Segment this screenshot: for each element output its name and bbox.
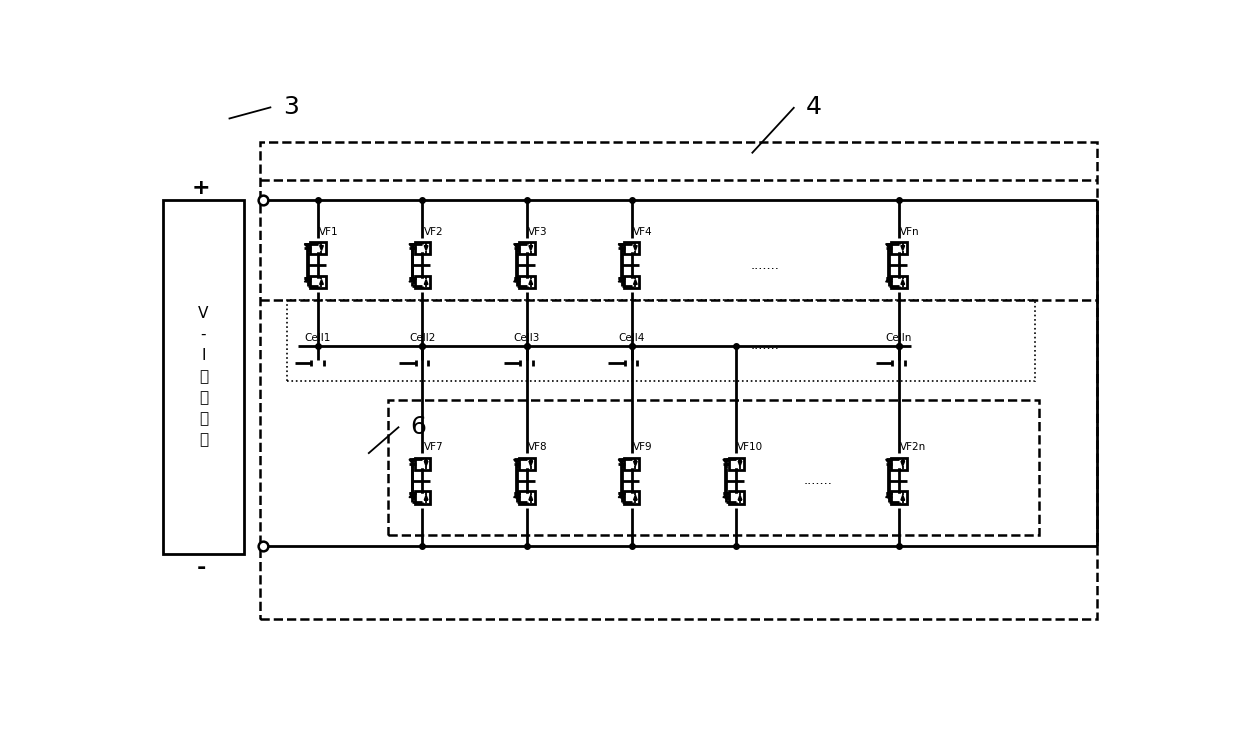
Polygon shape <box>885 244 893 248</box>
Bar <box>892 491 906 504</box>
Polygon shape <box>409 278 415 282</box>
Bar <box>414 491 430 504</box>
Polygon shape <box>513 244 521 248</box>
Bar <box>729 457 744 470</box>
Bar <box>624 491 640 504</box>
Bar <box>286 299 1034 381</box>
Text: VFn: VFn <box>900 227 920 236</box>
Bar <box>624 276 640 288</box>
Polygon shape <box>424 495 428 500</box>
Polygon shape <box>619 493 625 497</box>
Bar <box>892 276 906 288</box>
Polygon shape <box>901 461 905 466</box>
Text: 4: 4 <box>806 95 822 119</box>
Bar <box>892 242 906 254</box>
Bar <box>162 200 244 554</box>
Text: VF3: VF3 <box>528 227 548 236</box>
Polygon shape <box>634 279 637 285</box>
Polygon shape <box>409 493 415 497</box>
Polygon shape <box>901 245 905 251</box>
Bar <box>729 491 744 504</box>
Polygon shape <box>304 278 311 282</box>
Polygon shape <box>634 495 637 500</box>
Text: 6: 6 <box>410 415 427 439</box>
Polygon shape <box>424 279 428 285</box>
Bar <box>414 276 430 288</box>
Text: VF7: VF7 <box>424 442 443 452</box>
Text: .......: ....... <box>804 474 832 487</box>
Text: VF4: VF4 <box>632 227 652 236</box>
Bar <box>310 276 325 288</box>
Text: .......: ....... <box>751 339 780 353</box>
Bar <box>520 491 534 504</box>
Polygon shape <box>901 279 905 285</box>
Bar <box>624 457 640 470</box>
Polygon shape <box>885 493 893 497</box>
Polygon shape <box>723 493 729 497</box>
Polygon shape <box>738 461 742 466</box>
Polygon shape <box>513 278 521 282</box>
Polygon shape <box>885 278 893 282</box>
Bar <box>414 457 430 470</box>
Polygon shape <box>619 460 625 464</box>
Text: -: - <box>196 558 206 578</box>
Text: .......: ....... <box>751 259 780 271</box>
Text: Cell1: Cell1 <box>305 333 331 343</box>
Polygon shape <box>409 244 415 248</box>
Bar <box>387 400 1039 534</box>
Polygon shape <box>634 461 637 466</box>
Polygon shape <box>320 279 324 285</box>
Text: VF8: VF8 <box>528 442 548 452</box>
Bar <box>520 457 534 470</box>
Polygon shape <box>529 279 532 285</box>
Polygon shape <box>529 495 532 500</box>
Bar <box>414 242 430 254</box>
Text: VF9: VF9 <box>632 442 652 452</box>
Bar <box>520 242 534 254</box>
Text: VF1: VF1 <box>319 227 339 236</box>
Polygon shape <box>723 460 729 464</box>
Polygon shape <box>320 245 324 251</box>
Text: VF2n: VF2n <box>900 442 926 452</box>
Polygon shape <box>901 495 905 500</box>
Text: Cell3: Cell3 <box>513 333 541 343</box>
Bar <box>310 242 325 254</box>
Polygon shape <box>738 495 742 500</box>
Polygon shape <box>529 245 532 251</box>
Text: +: + <box>192 178 211 198</box>
Polygon shape <box>529 461 532 466</box>
Polygon shape <box>424 461 428 466</box>
Text: Cell2: Cell2 <box>409 333 435 343</box>
Polygon shape <box>304 244 311 248</box>
Text: V
-
I
转
换
电
路: V - I 转 换 电 路 <box>198 306 208 447</box>
Text: VF10: VF10 <box>738 442 764 452</box>
Polygon shape <box>885 460 893 464</box>
Polygon shape <box>634 245 637 251</box>
Bar <box>892 457 906 470</box>
Polygon shape <box>619 278 625 282</box>
Polygon shape <box>619 244 625 248</box>
Text: Celln: Celln <box>885 333 913 343</box>
Polygon shape <box>424 245 428 251</box>
Polygon shape <box>513 460 521 464</box>
Bar <box>259 142 1096 619</box>
Bar <box>624 242 640 254</box>
Text: Cell4: Cell4 <box>619 333 645 343</box>
Text: VF2: VF2 <box>424 227 443 236</box>
Bar <box>520 276 534 288</box>
Polygon shape <box>513 493 521 497</box>
Polygon shape <box>409 460 415 464</box>
Text: 3: 3 <box>283 95 299 119</box>
